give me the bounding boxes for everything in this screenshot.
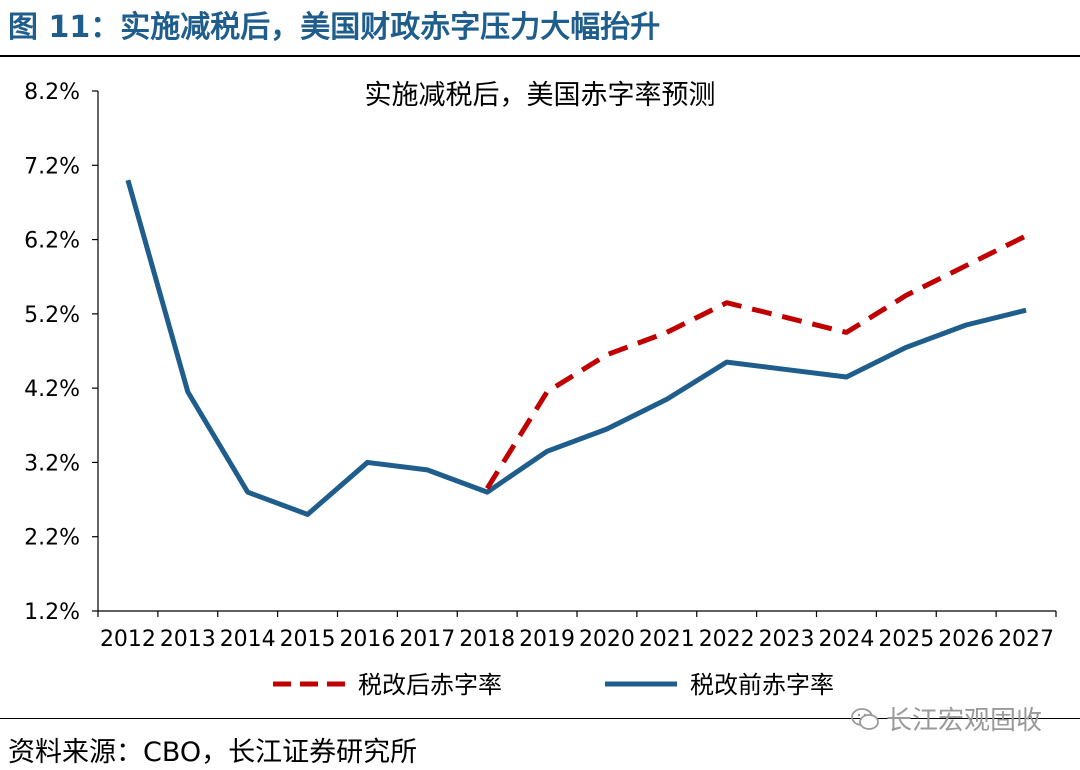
chart-title: 实施减税后，美国赤字率预测 [365, 80, 716, 111]
x-tick-label: 2017 [399, 627, 455, 652]
y-tick-label: 7.2% [24, 154, 80, 179]
x-tick-label: 2012 [100, 627, 156, 652]
y-tick-label: 8.2% [24, 80, 80, 105]
series-line-before-reform [125, 179, 1027, 517]
x-tick-label: 2022 [699, 627, 755, 652]
legend-label: 税改后赤字率 [358, 671, 502, 699]
y-tick-label: 6.2% [24, 229, 80, 254]
x-tick-label: 2023 [759, 627, 815, 652]
y-tick-label: 1.2% [24, 600, 80, 625]
x-tick-label: 2014 [220, 627, 276, 652]
line-chart: 1.2% 2.2% 3.2% 4.2% 5.2% 6.2% 7.2% 8.2% 2012 2013… [24, 80, 1057, 699]
x-tick-label: 2020 [579, 627, 635, 652]
y-tick-label: 4.2% [24, 377, 80, 402]
x-tick-label: 2015 [280, 627, 336, 652]
watermark-label: 长江宏观固收 [885, 706, 1042, 736]
x-tick-label: 2026 [938, 627, 994, 652]
x-tick-label: 2021 [639, 627, 695, 652]
x-tick-label: 2025 [878, 627, 934, 652]
x-tick-label: 2024 [818, 627, 874, 652]
x-tick-label: 2027 [998, 627, 1054, 652]
wechat-icon [851, 707, 879, 730]
x-tick-label: 2019 [519, 627, 575, 652]
y-tick-label: 3.2% [24, 451, 80, 476]
source-note: 资料来源：CBO，长江证券研究所 [8, 737, 418, 768]
y-tick-label: 2.2% [24, 526, 80, 551]
y-tick-label: 5.2% [24, 303, 80, 328]
top-divider [0, 55, 1080, 57]
legend-label: 税改前赤字率 [690, 671, 834, 699]
x-tick-label: 2016 [339, 627, 395, 652]
series-line-after-reform [485, 233, 1028, 490]
x-tick-label: 2013 [160, 627, 216, 652]
watermark: 长江宏观固收 [850, 700, 1042, 737]
bottom-divider [0, 718, 1080, 719]
figure-title: 图 11：实施减税后，美国财政赤字压力大幅抬升 [8, 10, 661, 45]
x-tick-label: 2018 [459, 627, 515, 652]
